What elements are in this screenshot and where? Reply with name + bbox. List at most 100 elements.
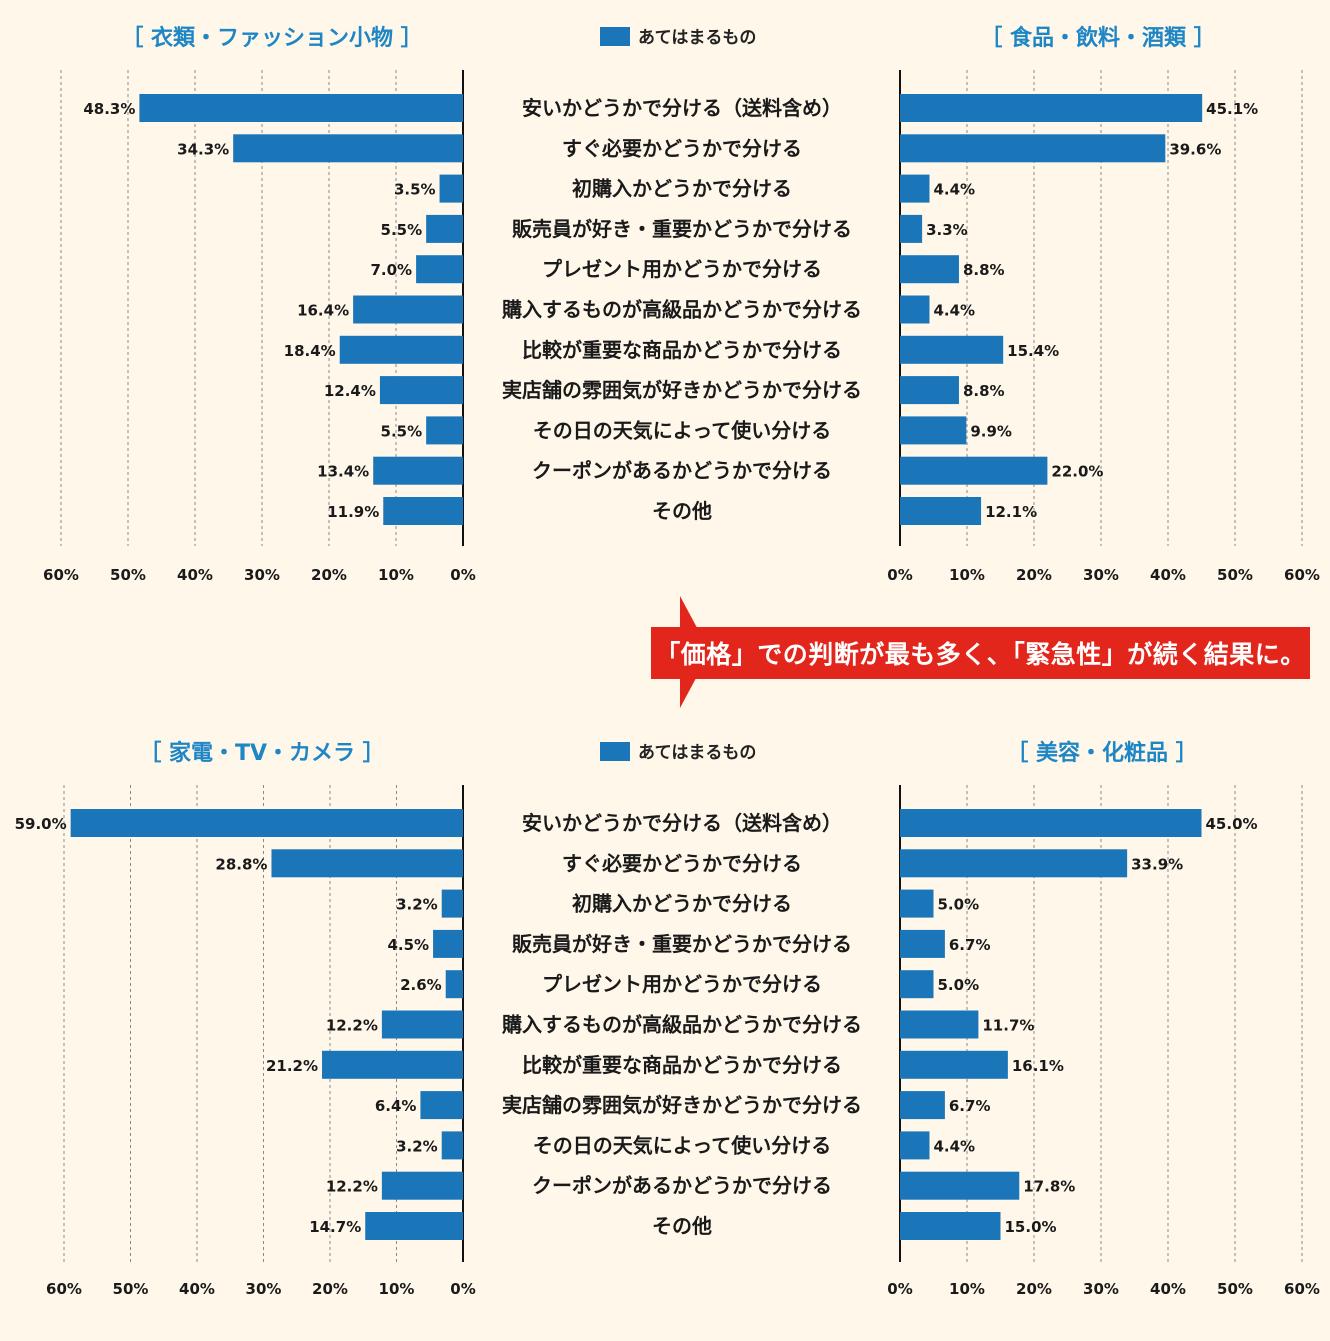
bar	[900, 214, 923, 243]
bar	[900, 1050, 1008, 1079]
panel-title-3: ［ 美容・化粧品 ］	[1006, 740, 1197, 766]
tick-label: 10%	[378, 566, 414, 584]
category-label: その日の天気によって使い分ける	[533, 1133, 831, 1157]
bar	[70, 809, 464, 837]
charts-group: ［ 衣類・ファッション小物 ］ 60% 50% 40% 30% 20% 10% 0% 48.3%…	[15, 25, 1320, 1298]
bar	[353, 295, 463, 324]
tick-label: 40%	[1150, 566, 1186, 584]
value-label: 7.0%	[370, 261, 412, 279]
tick-label: 20%	[311, 566, 347, 584]
value-label: 3.2%	[396, 896, 438, 914]
legend-label: あてはまるもの	[638, 28, 756, 48]
bar	[445, 970, 463, 999]
bar	[900, 1010, 979, 1039]
bar	[441, 889, 463, 918]
bar	[233, 134, 463, 163]
tick-label: 60%	[1284, 1280, 1320, 1298]
bar	[900, 1171, 1020, 1200]
legend-swatch	[600, 27, 630, 46]
bar	[383, 497, 463, 525]
tick-label: 10%	[379, 1280, 415, 1298]
value-label: 22.0%	[1051, 463, 1103, 481]
value-label: 16.4%	[297, 302, 349, 320]
tick-label: 30%	[246, 1280, 282, 1298]
bar	[373, 456, 463, 485]
category-label: 比較が重要な商品かどうかで分ける	[522, 1053, 842, 1077]
tick-label: 50%	[113, 1280, 149, 1298]
category-label: 実店舗の雰囲気が好きかどうかで分ける	[502, 378, 862, 402]
category-label: 初購入かどうかで分ける	[572, 177, 792, 201]
bar	[900, 416, 967, 445]
value-label: 8.8%	[963, 261, 1005, 279]
value-label: 5.5%	[381, 221, 423, 239]
value-label: 5.0%	[938, 976, 980, 994]
value-label: 11.9%	[327, 503, 379, 521]
bar	[900, 295, 930, 324]
tick-label: 0%	[450, 1280, 475, 1298]
bar	[381, 1010, 463, 1039]
tick-label: 0%	[887, 1280, 912, 1298]
bar	[416, 255, 463, 284]
value-label: 28.8%	[215, 855, 267, 873]
bar	[900, 849, 1128, 878]
category-label: その他	[652, 1214, 712, 1238]
bar	[900, 970, 934, 999]
bar	[426, 416, 463, 445]
value-label: 3.5%	[394, 181, 436, 199]
value-label: 6.7%	[949, 936, 991, 954]
bar	[379, 376, 463, 405]
value-label: 16.1%	[1012, 1057, 1064, 1075]
category-label: その日の天気によって使い分ける	[533, 418, 831, 442]
category-label: 実店舗の雰囲気が好きかどうかで分ける	[502, 1093, 862, 1117]
value-label: 45.1%	[1206, 100, 1258, 118]
bar	[433, 929, 463, 958]
tick-label: 30%	[1083, 1280, 1119, 1298]
value-label: 12.1%	[985, 503, 1037, 521]
panel-title-2: ［ 家電・TV・カメラ ］	[139, 740, 384, 766]
bar	[900, 809, 1202, 837]
category-label: プレゼント用かどうかで分ける	[542, 972, 822, 996]
bar	[139, 94, 463, 122]
value-label: 4.5%	[387, 936, 429, 954]
value-label: 4.4%	[933, 181, 975, 199]
bar	[339, 335, 463, 364]
value-label: 5.0%	[938, 896, 980, 914]
bar	[900, 1212, 1001, 1240]
bar	[900, 1131, 930, 1160]
value-label: 33.9%	[1131, 855, 1183, 873]
value-label: 5.5%	[381, 422, 423, 440]
value-label: 12.2%	[326, 1178, 378, 1196]
value-label: 12.4%	[324, 382, 376, 400]
bar	[900, 174, 930, 203]
category-label: 販売員が好き・重要かどうかで分ける	[512, 932, 852, 956]
value-label: 18.4%	[284, 342, 336, 360]
bar	[900, 456, 1048, 485]
category-label: クーポンがあるかどうかで分ける	[532, 1174, 832, 1198]
tick-label: 40%	[177, 566, 213, 584]
bar	[900, 335, 1004, 364]
value-label: 2.6%	[400, 976, 442, 994]
tick-label: 10%	[949, 566, 985, 584]
value-label: 6.7%	[949, 1097, 991, 1115]
category-label: プレゼント用かどうかで分ける	[542, 257, 822, 281]
tick-label: 30%	[1083, 566, 1119, 584]
tick-label: 50%	[1217, 1280, 1253, 1298]
category-label: その他	[652, 499, 712, 523]
value-label: 48.3%	[83, 100, 135, 118]
bar	[439, 174, 463, 203]
value-label: 17.8%	[1023, 1178, 1075, 1196]
panel-title-0: ［ 衣類・ファッション小物 ］	[121, 25, 422, 51]
value-label: 6.4%	[375, 1097, 417, 1115]
tick-label: 60%	[46, 1280, 82, 1298]
category-label: 安いかどうかで分ける（送料含め）	[522, 96, 842, 120]
callout-banner: 「価格」での判断が最も多く、「緊急性」が続く結果に。	[651, 627, 1310, 679]
tick-label: 20%	[1016, 1280, 1052, 1298]
legend-label: あてはまるもの	[638, 743, 756, 763]
bar	[426, 214, 463, 243]
value-label: 15.0%	[1005, 1218, 1057, 1236]
value-label: 8.8%	[963, 382, 1005, 400]
tick-label: 60%	[1284, 566, 1320, 584]
value-label: 4.4%	[933, 302, 975, 320]
bar	[271, 849, 463, 878]
